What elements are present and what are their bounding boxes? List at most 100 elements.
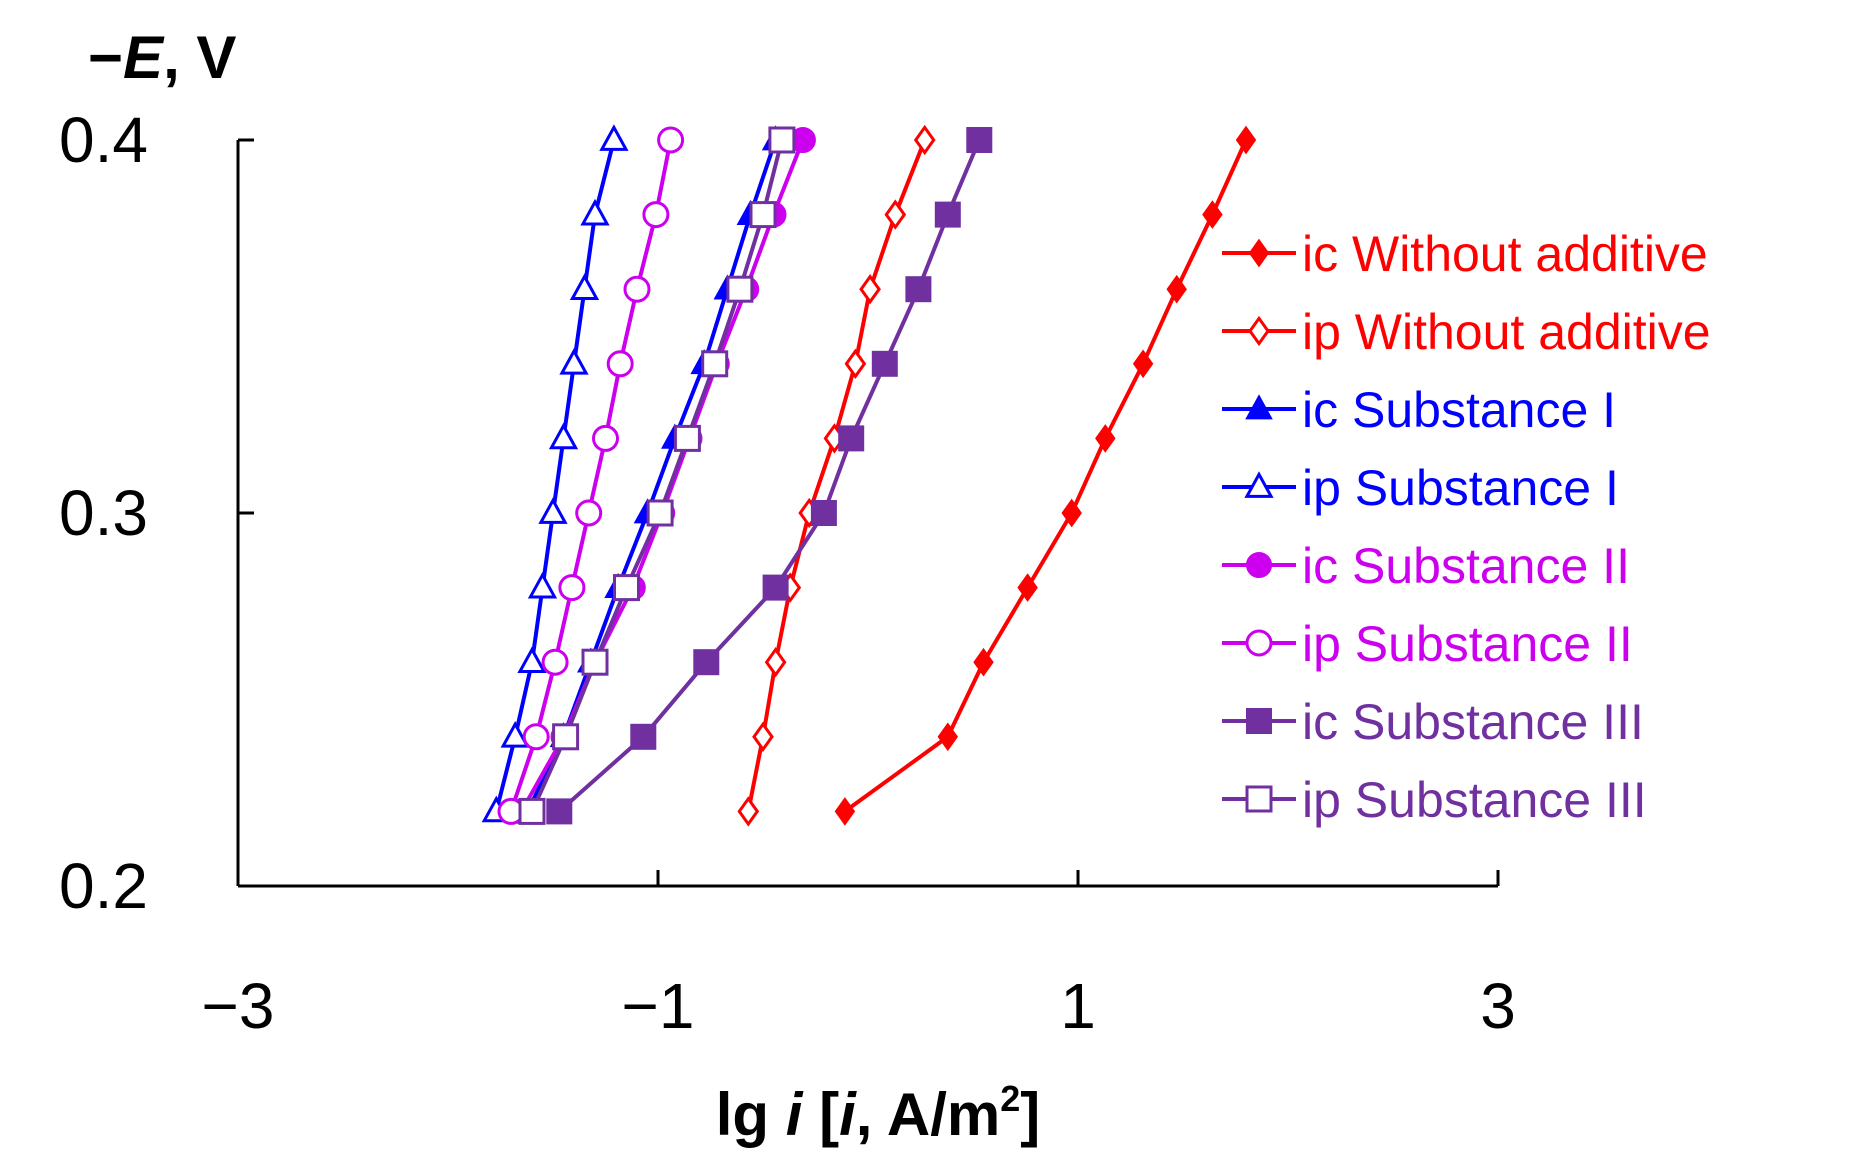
data-point bbox=[546, 798, 573, 825]
series-line bbox=[557, 139, 982, 813]
data-point bbox=[558, 574, 586, 602]
data-point bbox=[1017, 573, 1038, 602]
legend-marker bbox=[1246, 552, 1272, 578]
data-point bbox=[859, 274, 881, 305]
data-point bbox=[768, 126, 796, 154]
data-point bbox=[552, 723, 580, 751]
data-point bbox=[973, 647, 994, 677]
data-point bbox=[548, 422, 579, 450]
data-point bbox=[1235, 125, 1257, 155]
y-axis-title-unit: , V bbox=[163, 24, 236, 91]
legend-marker bbox=[1245, 629, 1273, 657]
x-axis-title-var1: i bbox=[786, 1081, 804, 1148]
y-tick-label: 0.2 bbox=[59, 850, 148, 922]
data-point bbox=[726, 275, 754, 303]
x-tick-label: 3 bbox=[1480, 970, 1516, 1042]
legend-marker bbox=[1245, 394, 1273, 420]
data-point bbox=[905, 276, 932, 303]
legend-marker bbox=[1244, 471, 1274, 498]
data-point bbox=[934, 201, 961, 228]
data-point bbox=[764, 647, 787, 678]
y-tick-label: 0.4 bbox=[59, 104, 148, 176]
series-line bbox=[746, 139, 927, 812]
series-line bbox=[530, 139, 784, 813]
x-axis-title: lg i [i, A/m2] bbox=[716, 1078, 1040, 1148]
data-point bbox=[884, 199, 907, 230]
data-point bbox=[599, 124, 629, 151]
x-tick-label: −3 bbox=[202, 970, 275, 1042]
data-point bbox=[1166, 274, 1187, 304]
series-0 bbox=[834, 125, 1257, 826]
series-3 bbox=[481, 124, 629, 823]
axis-ticks: −3 −1 1 3 0.2 0.3 0.4 bbox=[59, 104, 1516, 1042]
legend-item: ip Substance III bbox=[1222, 772, 1647, 828]
data-point bbox=[559, 348, 589, 375]
y-axis-title-sign: − bbox=[88, 24, 123, 91]
data-point bbox=[527, 571, 558, 599]
x-axis-title-mid: [ bbox=[802, 1081, 839, 1148]
data-point bbox=[575, 499, 603, 527]
data-point bbox=[646, 499, 674, 527]
series-6 bbox=[546, 127, 993, 825]
legend-label: ip Substance III bbox=[1302, 772, 1647, 828]
y-tick-label: 0.3 bbox=[59, 477, 148, 549]
data-point bbox=[623, 275, 651, 303]
data-point bbox=[810, 500, 837, 526]
legend-item: ic Without additive bbox=[1222, 226, 1708, 282]
series-7 bbox=[518, 126, 796, 825]
data-point bbox=[762, 574, 789, 601]
series-line bbox=[509, 139, 673, 813]
data-point bbox=[749, 201, 777, 229]
x-tick-label: 1 bbox=[1060, 970, 1096, 1042]
data-point bbox=[613, 574, 640, 602]
data-point bbox=[701, 350, 729, 378]
x-axis-title-sup: 2 bbox=[1000, 1078, 1020, 1119]
data-point bbox=[1095, 424, 1116, 453]
data-point bbox=[871, 350, 898, 377]
data-point bbox=[838, 425, 865, 452]
x-tick-label: −1 bbox=[622, 970, 695, 1042]
legend-label: ic Substance III bbox=[1302, 694, 1644, 750]
data-point bbox=[913, 124, 936, 156]
series-layer bbox=[481, 124, 1257, 827]
legend-label: ic Substance II bbox=[1302, 538, 1630, 594]
series-1 bbox=[737, 124, 936, 827]
x-axis-title-close: ] bbox=[1020, 1081, 1040, 1148]
data-point bbox=[1202, 200, 1223, 229]
data-point bbox=[673, 424, 701, 452]
data-point bbox=[752, 721, 774, 752]
data-point bbox=[693, 649, 720, 676]
data-point bbox=[606, 350, 634, 378]
legend-marker bbox=[1246, 708, 1272, 734]
data-point bbox=[580, 198, 610, 226]
data-point bbox=[834, 797, 856, 826]
legend-label: ip Substance II bbox=[1302, 616, 1633, 672]
data-point bbox=[937, 722, 959, 752]
x-axis-title-var2: i bbox=[839, 1081, 857, 1148]
legend-label: ic Substance I bbox=[1302, 382, 1616, 438]
data-point bbox=[518, 797, 546, 825]
data-point bbox=[630, 723, 657, 750]
series-line bbox=[843, 139, 1248, 814]
legend-item: ip Without additive bbox=[1222, 304, 1711, 360]
data-point bbox=[642, 201, 670, 229]
data-point bbox=[541, 648, 569, 676]
legend-marker bbox=[1248, 238, 1270, 268]
legend-item: ic Substance II bbox=[1222, 538, 1630, 594]
series-line bbox=[494, 139, 616, 812]
data-point bbox=[966, 127, 993, 153]
data-point bbox=[737, 796, 760, 827]
data-point bbox=[592, 424, 619, 452]
legend: ic Without additive ip Without additive ic… bbox=[1222, 226, 1711, 828]
data-point bbox=[569, 273, 600, 301]
legend-marker bbox=[1245, 785, 1273, 813]
legend-item: ip Substance I bbox=[1222, 460, 1619, 516]
legend-item: ic Substance III bbox=[1222, 694, 1644, 750]
legend-label: ic Without additive bbox=[1302, 226, 1708, 282]
x-axis-title-pre: lg bbox=[716, 1081, 786, 1148]
legend-item: ic Substance I bbox=[1222, 382, 1616, 438]
legend-marker bbox=[1248, 315, 1270, 347]
series-5 bbox=[497, 126, 685, 825]
data-point bbox=[500, 721, 530, 748]
